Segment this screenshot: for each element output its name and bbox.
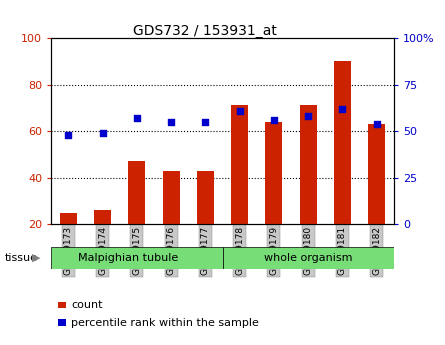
Point — [305, 114, 312, 119]
Bar — [222, 247, 394, 269]
Point — [373, 121, 380, 126]
Point — [202, 119, 209, 125]
Bar — [51, 247, 223, 269]
Bar — [299, 106, 317, 224]
Bar — [368, 124, 385, 224]
Text: Malpighian tubule: Malpighian tubule — [78, 253, 178, 263]
Point — [134, 115, 141, 121]
Bar — [265, 122, 283, 224]
Bar — [60, 213, 77, 224]
Text: tissue: tissue — [4, 253, 37, 263]
Bar — [231, 106, 248, 224]
Text: percentile rank within the sample: percentile rank within the sample — [71, 318, 259, 327]
Bar — [128, 161, 146, 224]
Bar — [94, 210, 111, 224]
Point — [339, 106, 346, 111]
Point — [168, 119, 175, 125]
Text: whole organism: whole organism — [264, 253, 352, 263]
Point — [236, 108, 243, 114]
Point — [65, 132, 72, 138]
Bar — [162, 171, 180, 224]
Point — [271, 117, 278, 123]
Point — [99, 130, 106, 136]
Bar — [334, 61, 351, 224]
Bar — [197, 171, 214, 224]
Text: count: count — [71, 300, 103, 310]
Text: GDS732 / 153931_at: GDS732 / 153931_at — [133, 24, 277, 38]
Text: ▶: ▶ — [32, 253, 40, 263]
